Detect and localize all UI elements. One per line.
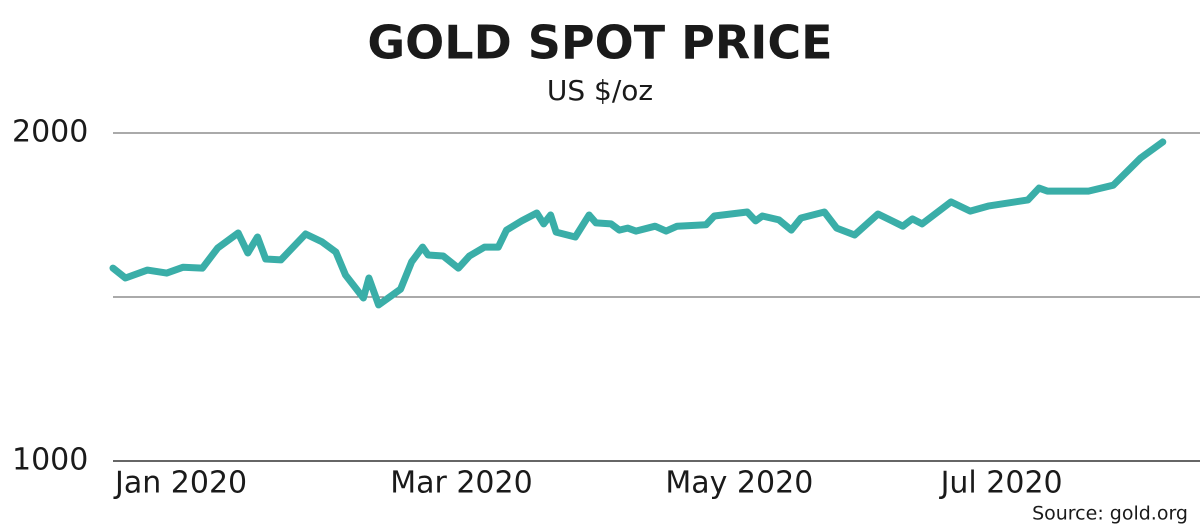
price-line (109, 138, 1167, 309)
y-tick-label: 2000 (12, 115, 88, 150)
x-tick-label: Mar 2020 (390, 466, 533, 501)
chart-title: GOLD SPOT PRICE (367, 16, 832, 70)
y-tick-label: 1000 (12, 443, 88, 478)
x-tick-label: Jan 2020 (113, 466, 247, 501)
chart-subtitle: US $/oz (547, 74, 653, 107)
x-tick-label: May 2020 (665, 466, 813, 501)
x-tick-label: Jul 2020 (939, 466, 1063, 501)
source: Source: gold.org (1032, 503, 1188, 525)
